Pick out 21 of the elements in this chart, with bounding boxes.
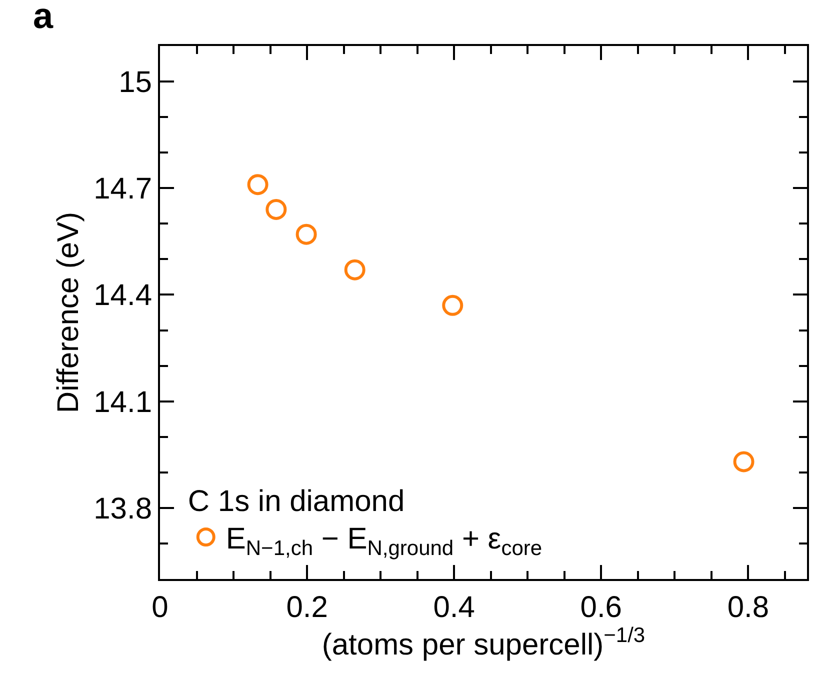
x-tick-label: 0.8 [727, 591, 770, 624]
x-axis-title: (atoms per supercell)$^{−1/3}$ [322, 624, 646, 662]
y-tick-label: 13.8 [94, 492, 152, 526]
y-axis-title: Difference (eV) [52, 212, 86, 414]
point [247, 174, 268, 196]
point [733, 451, 754, 472]
x-tick-label: 0.4 [433, 591, 475, 624]
y-tick-label: 15 [118, 66, 152, 100]
point [442, 294, 464, 316]
x-tick-label: 0.2 [286, 591, 328, 624]
text: a [33, 0, 54, 36]
legend-title: C 1s in diamond [188, 485, 405, 518]
point [344, 259, 366, 280]
y-tick-label: 14.7 [94, 172, 152, 206]
y-tick-label: 14.1 [94, 386, 152, 419]
y-tick-label: 14.4 [94, 279, 152, 312]
x-tick-label: 0.6 [580, 591, 622, 624]
legend-label: E$_{N−1,ch}$ − E$_{N,ground}$ + ε$_{core}$ [226, 522, 542, 560]
point [266, 198, 287, 220]
point [296, 224, 317, 245]
x-tick-label: 0 [152, 591, 168, 624]
